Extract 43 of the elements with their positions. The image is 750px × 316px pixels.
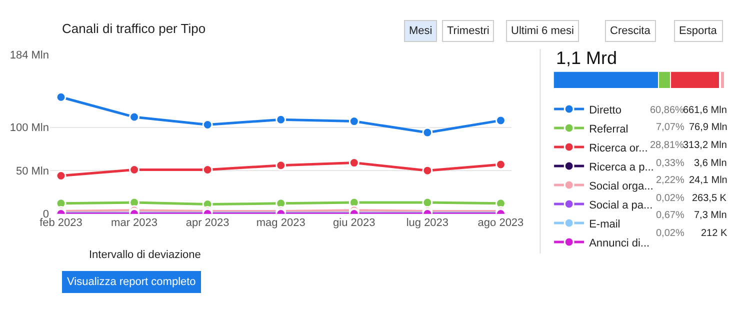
legend-label: Referral [589,123,628,136]
text: 7,3 Mln [694,210,727,221]
text: 0,02% [656,193,684,204]
text: Trimestri [447,25,490,37]
text: Crescita [610,25,652,37]
text: 7,07% [656,122,684,133]
chart-title: 1,1 Mrd [556,48,618,68]
legend-label: Ricerca or... [589,142,648,154]
x-tick-label: mag 2023 [256,216,306,229]
x-tick-label: ago 2023 [478,216,524,229]
text: Mesi [409,25,432,37]
y-tick-label: 50 Mln [16,165,49,178]
text: Visualizza report completo [67,276,196,288]
text: 24,1 Mln [689,175,728,186]
y-tick-label: 100 Mln [10,122,49,134]
x-tick-label: apr 2023 [186,216,230,229]
text: 0,02% [656,228,684,239]
text: 661,6 Mln [683,105,727,116]
text: 3,6 Mln [694,158,727,169]
text: Ultimi 6 mesi [511,25,574,37]
text: 263,5 K [692,193,727,204]
chart-title: Canali di traffico per Tipo [62,21,206,36]
legend-label: Social orga... [589,180,654,192]
x-tick-label: feb 2023 [40,216,82,229]
legend-label: Annunci di... [589,237,650,250]
x-tick-label: giu 2023 [333,216,376,229]
legend-label: Social a pa... [589,199,653,212]
x-tick-label: mar 2023 [111,216,158,229]
text: 2,22% [656,175,684,186]
text: 28,81% [650,140,684,151]
text: 212 K [701,228,728,239]
legend-label: Ricerca a p... [589,161,654,174]
text: 0,67% [656,210,684,221]
text: 76,9 Mln [689,122,728,133]
legend-label: Diretto [589,104,622,116]
text: Esporta [679,25,718,37]
text: 313,2 Mln [683,140,727,151]
x-tick-label: lug 2023 [406,216,449,229]
text: Intervallo di deviazione [89,249,201,261]
legend-label: E-mail [589,218,620,230]
y-tick-label: 184 Mln [10,50,49,62]
text: 0,33% [656,158,684,169]
text: 60,86% [650,105,684,116]
